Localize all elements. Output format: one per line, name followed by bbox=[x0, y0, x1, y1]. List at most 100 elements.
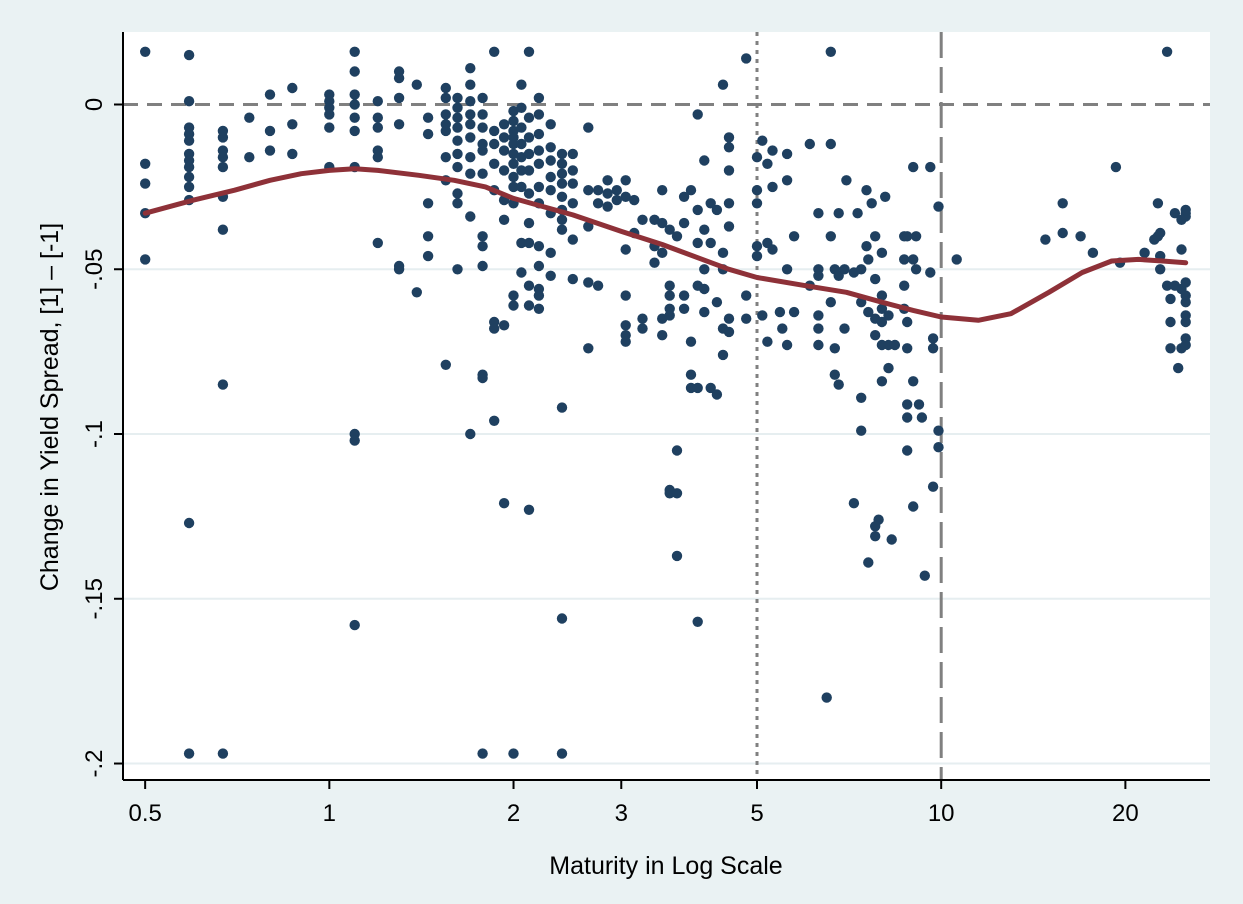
data-point bbox=[533, 109, 545, 120]
data-point bbox=[781, 148, 793, 160]
data-point bbox=[556, 224, 568, 235]
data-point bbox=[908, 376, 919, 387]
y-tick-label: 0 bbox=[81, 98, 108, 111]
data-point bbox=[183, 748, 195, 759]
data-point bbox=[523, 280, 535, 291]
data-point bbox=[889, 339, 901, 351]
data-point bbox=[678, 217, 690, 229]
data-point bbox=[498, 214, 510, 225]
data-point bbox=[678, 303, 690, 314]
data-point bbox=[919, 570, 930, 581]
data-point bbox=[465, 109, 476, 120]
data-point bbox=[856, 425, 867, 436]
data-point bbox=[620, 175, 631, 186]
data-point bbox=[870, 273, 881, 285]
data-point bbox=[533, 260, 545, 272]
data-point bbox=[508, 148, 519, 160]
data-point bbox=[902, 231, 913, 242]
data-point bbox=[883, 310, 894, 321]
data-point bbox=[723, 142, 735, 153]
data-point bbox=[372, 237, 383, 249]
data-point bbox=[1161, 46, 1173, 57]
data-point bbox=[692, 237, 703, 249]
data-point bbox=[422, 128, 434, 140]
data-point bbox=[465, 152, 476, 163]
x-tick-label: 3 bbox=[615, 800, 628, 827]
data-point bbox=[839, 264, 850, 275]
data-point bbox=[876, 247, 888, 258]
data-point bbox=[452, 92, 463, 104]
data-point bbox=[717, 79, 729, 90]
data-point bbox=[777, 323, 788, 334]
data-point bbox=[741, 290, 752, 301]
data-point bbox=[411, 287, 422, 298]
data-point bbox=[556, 214, 568, 225]
data-point bbox=[452, 112, 463, 123]
data-point bbox=[489, 46, 500, 57]
data-point bbox=[465, 119, 476, 130]
data-point bbox=[533, 241, 545, 252]
data-point bbox=[1165, 293, 1176, 305]
data-point bbox=[489, 415, 500, 426]
data-point bbox=[583, 122, 594, 133]
data-point bbox=[264, 89, 276, 100]
data-point bbox=[440, 92, 451, 104]
data-point bbox=[829, 343, 840, 354]
data-point bbox=[751, 152, 763, 163]
data-point bbox=[899, 254, 910, 265]
data-point bbox=[508, 290, 519, 301]
data-point bbox=[813, 323, 824, 334]
fit-line-layer bbox=[142, 166, 1189, 323]
data-point bbox=[908, 254, 919, 265]
data-point bbox=[876, 290, 888, 301]
data-point bbox=[848, 498, 860, 509]
data-point bbox=[349, 435, 360, 446]
data-point bbox=[556, 168, 568, 179]
data-point bbox=[183, 49, 195, 61]
data-point bbox=[671, 488, 683, 499]
data-point bbox=[813, 208, 824, 219]
data-point bbox=[422, 112, 434, 123]
data-point bbox=[217, 132, 229, 143]
data-point bbox=[664, 488, 675, 499]
data-point bbox=[870, 531, 881, 542]
y-tick-label: -.1 bbox=[81, 420, 108, 448]
data-point bbox=[833, 379, 844, 390]
data-point bbox=[556, 178, 568, 189]
data-point bbox=[465, 79, 476, 90]
data-point bbox=[1152, 198, 1164, 209]
data-point bbox=[477, 241, 488, 252]
data-point bbox=[465, 211, 476, 222]
data-point bbox=[876, 376, 888, 387]
data-point bbox=[717, 247, 729, 258]
data-point bbox=[523, 112, 535, 123]
data-point bbox=[592, 198, 604, 209]
x-tick-label: 0.5 bbox=[128, 800, 161, 827]
data-point bbox=[516, 122, 527, 133]
data-point bbox=[440, 109, 451, 120]
data-point bbox=[523, 165, 535, 176]
data-point bbox=[393, 92, 405, 104]
data-point bbox=[183, 135, 195, 146]
data-point bbox=[545, 270, 556, 281]
data-point bbox=[933, 442, 944, 453]
data-point bbox=[465, 168, 476, 179]
reference-lines bbox=[123, 32, 1210, 780]
data-point bbox=[723, 132, 735, 143]
data-point bbox=[678, 290, 690, 301]
data-point bbox=[244, 112, 255, 123]
data-point bbox=[705, 198, 716, 209]
data-point bbox=[908, 161, 919, 173]
data-point bbox=[349, 99, 360, 110]
data-point bbox=[723, 165, 735, 176]
data-point bbox=[951, 254, 962, 265]
data-point bbox=[774, 306, 786, 318]
data-point bbox=[692, 109, 703, 120]
data-point bbox=[902, 412, 913, 423]
data-point bbox=[523, 504, 535, 515]
data-point bbox=[861, 241, 872, 252]
data-point bbox=[657, 217, 668, 229]
data-point bbox=[657, 330, 668, 341]
data-point bbox=[723, 313, 735, 324]
